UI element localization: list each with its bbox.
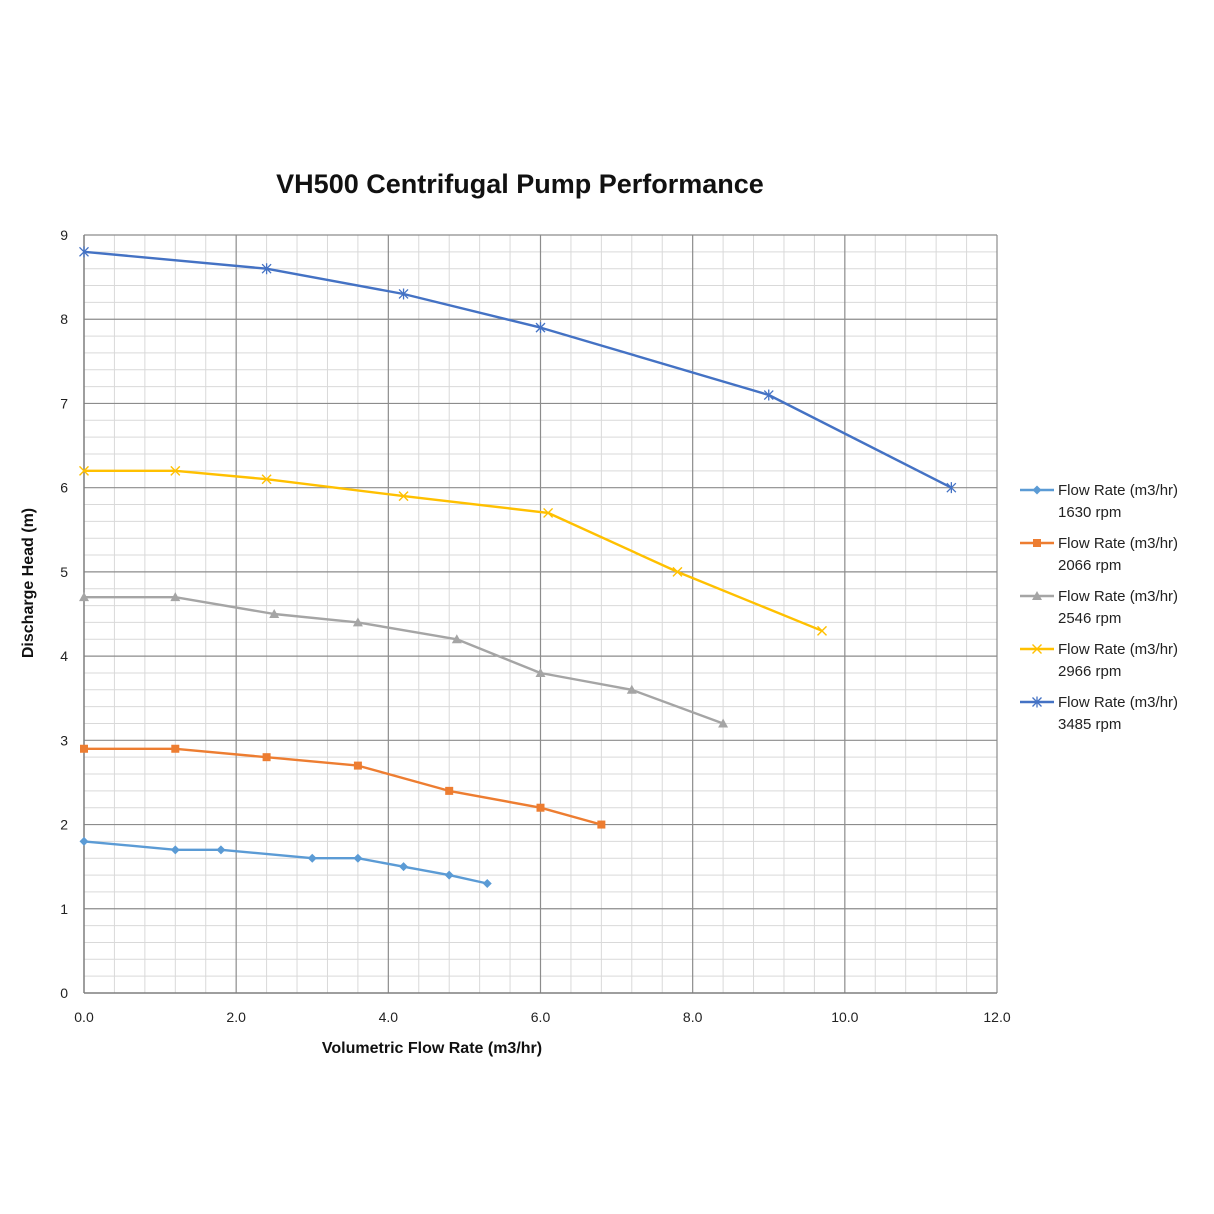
series-3	[79, 465, 828, 636]
data-point	[262, 753, 271, 762]
data-point	[718, 718, 729, 728]
x-tick-label: 8.0	[683, 1009, 703, 1025]
data-point	[817, 625, 828, 636]
legend-item-1: Flow Rate (m3/hr) 2066 rpm	[1020, 535, 1178, 574]
y-tick-label: 8	[60, 311, 68, 327]
data-point	[535, 322, 546, 334]
data-point	[216, 845, 226, 855]
data-point	[1032, 591, 1042, 600]
y-tick-label: 1	[60, 901, 68, 917]
legend-label-line2: 2066 rpm	[1058, 557, 1121, 574]
tick-labels: 0.0 2.0 4.0 6.0 8.0 10.0 12.0 0 1 2 3 4 5 6 7 8 9	[60, 227, 1011, 1025]
data-point	[79, 592, 89, 602]
data-point	[1032, 485, 1042, 495]
data-point	[444, 870, 454, 880]
data-point	[261, 263, 272, 275]
data-point	[946, 482, 957, 494]
data-point	[535, 667, 546, 677]
series-4	[79, 246, 957, 494]
data-point	[79, 465, 89, 476]
data-point	[170, 845, 180, 855]
series-line	[83, 250, 952, 489]
legend-label-line1: Flow Rate (m3/hr)	[1058, 588, 1178, 605]
y-tick-label: 3	[60, 732, 68, 748]
series-line	[83, 840, 488, 885]
data-point	[398, 491, 409, 502]
series-line	[84, 596, 724, 725]
series-group	[79, 246, 957, 889]
major-gridlines	[84, 234, 998, 993]
x-tick-label: 2.0	[226, 1009, 246, 1025]
legend-label-line1: Flow Rate (m3/hr)	[1058, 482, 1178, 499]
series-1	[80, 744, 606, 829]
data-point	[79, 246, 89, 258]
legend-item-3: Flow Rate (m3/hr) 2966 rpm	[1020, 641, 1178, 680]
legend-item-4: Flow Rate (m3/hr) 3485 rpm	[1020, 694, 1178, 733]
data-point	[445, 786, 454, 795]
data-point	[597, 820, 606, 829]
legend-label-line2: 2966 rpm	[1058, 663, 1121, 680]
axes	[83, 235, 997, 994]
x-tick-label: 6.0	[531, 1009, 551, 1025]
series-0	[79, 836, 492, 889]
legend-item-2: Flow Rate (m3/hr) 2546 rpm	[1020, 588, 1178, 627]
y-tick-label: 7	[60, 395, 68, 411]
chart-title: VH500 Centrifugal Pump Performance	[276, 169, 764, 199]
y-tick-label: 6	[60, 480, 68, 496]
series-line	[84, 747, 602, 826]
legend-label-line2: 2546 rpm	[1058, 610, 1121, 627]
data-point	[80, 744, 88, 753]
legend-item-0: Flow Rate (m3/hr) 1630 rpm	[1020, 482, 1178, 521]
y-tick-label: 0	[60, 985, 68, 1001]
x-tick-label: 12.0	[983, 1009, 1010, 1025]
data-point	[170, 592, 181, 602]
y-tick-label: 2	[60, 817, 68, 833]
data-point	[672, 566, 683, 577]
legend-label-line1: Flow Rate (m3/hr)	[1058, 535, 1178, 552]
data-point	[352, 617, 363, 627]
data-point	[170, 465, 181, 476]
data-point	[307, 853, 317, 863]
data-point	[261, 474, 272, 485]
x-tick-label: 10.0	[831, 1009, 858, 1025]
data-point	[451, 634, 462, 644]
data-point	[543, 507, 554, 518]
series-line	[84, 469, 823, 632]
y-tick-label: 4	[60, 648, 68, 664]
data-point	[79, 836, 89, 846]
x-tick-label: 4.0	[379, 1009, 399, 1025]
legend-label-line2: 3485 rpm	[1058, 716, 1121, 733]
legend-label-line1: Flow Rate (m3/hr)	[1058, 694, 1178, 711]
y-tick-label: 5	[60, 564, 68, 580]
data-point	[1033, 539, 1041, 547]
legend-label-line1: Flow Rate (m3/hr)	[1058, 641, 1178, 658]
y-tick-label: 9	[60, 227, 68, 243]
data-point	[399, 862, 409, 872]
x-axis-title: Volumetric Flow Rate (m3/hr)	[322, 1040, 542, 1057]
data-point	[626, 684, 637, 694]
data-point	[763, 389, 774, 401]
data-point	[269, 609, 280, 618]
data-point	[482, 879, 492, 889]
series-2	[79, 592, 729, 728]
data-point	[171, 744, 180, 753]
y-axis-title: Discharge Head (m)	[20, 508, 37, 658]
data-point	[1032, 696, 1042, 708]
data-point	[536, 803, 545, 812]
data-point	[353, 853, 363, 863]
legend-label-line2: 1630 rpm	[1058, 504, 1121, 521]
data-point	[353, 761, 362, 770]
x-tick-label: 0.0	[74, 1009, 94, 1025]
data-point	[398, 288, 409, 300]
data-point	[1032, 644, 1042, 654]
